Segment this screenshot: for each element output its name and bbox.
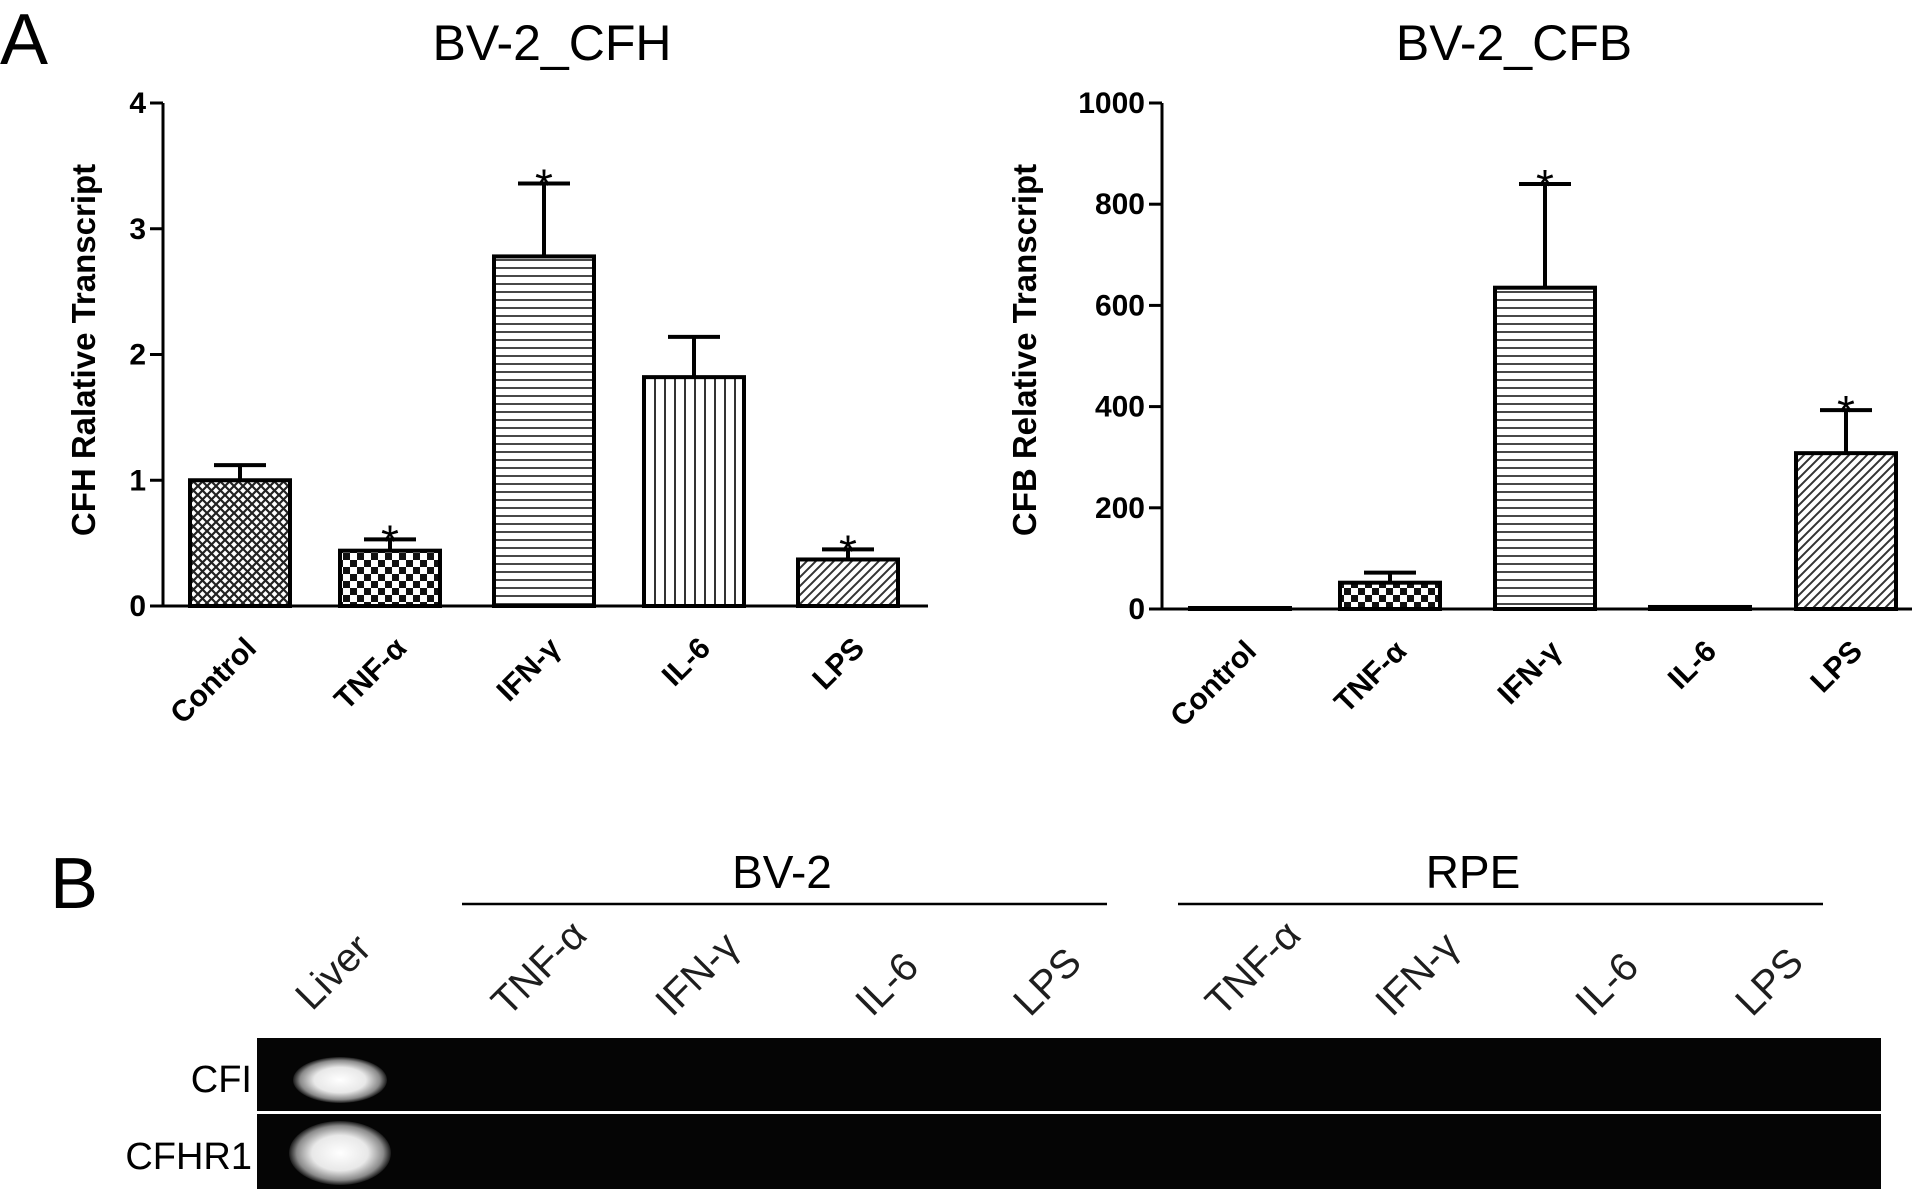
bar-0 bbox=[188, 478, 292, 608]
bar-4 bbox=[1794, 451, 1898, 612]
category-label: IFN-γ bbox=[1492, 634, 1569, 711]
lane-label-rpe-lps: LPS bbox=[1727, 940, 1812, 1025]
bar-1 bbox=[338, 548, 442, 608]
panel-b-letter: B bbox=[50, 844, 98, 924]
lane-label-rpe-tnf: TNF-α bbox=[1197, 912, 1309, 1024]
lane-label-liver: Liver bbox=[287, 926, 379, 1018]
band-cfi-liver bbox=[293, 1057, 387, 1103]
group-label-bv2: BV-2 bbox=[732, 846, 832, 898]
y-tick-label: 1 bbox=[129, 464, 146, 497]
gel-panel: BV-2 RPE Liver TNF-α IFN-γ IL-6 LPS TNF-… bbox=[125, 846, 1881, 1189]
y-tick-label: 800 bbox=[1095, 188, 1145, 221]
y-tick-label: 0 bbox=[129, 590, 146, 623]
row-label-cfi: CFI bbox=[191, 1059, 252, 1101]
bars: ** bbox=[1188, 160, 1898, 612]
bar-4 bbox=[796, 557, 900, 608]
lane-label-bv2-il6: IL-6 bbox=[847, 945, 927, 1025]
significance-star: * bbox=[839, 525, 857, 577]
y-tick-label: 1000 bbox=[1078, 87, 1145, 120]
chart-cfh: BV-2_CFH CFH Ralative Transcript 0 1 2 3 4 *… bbox=[65, 15, 928, 730]
significance-star: * bbox=[1536, 160, 1554, 212]
category-label: IL-6 bbox=[656, 632, 717, 693]
row-label-cfhr1: CFHR1 bbox=[125, 1136, 252, 1178]
group-label-rpe: RPE bbox=[1426, 846, 1521, 898]
lane-label-bv2-tnf: TNF-α bbox=[483, 912, 595, 1024]
y-tick-label: 600 bbox=[1095, 289, 1145, 322]
significance-star: * bbox=[1837, 386, 1855, 438]
category-labels: Control TNF-α IFN-γ IL-6 LPS bbox=[164, 631, 871, 730]
category-label: IL-6 bbox=[1662, 635, 1723, 696]
lane-label-bv2-lps: LPS bbox=[1005, 940, 1090, 1025]
y-tick-label: 4 bbox=[129, 87, 146, 120]
chart-title: BV-2_CFH bbox=[433, 15, 672, 71]
y-tick-label: 2 bbox=[129, 339, 146, 372]
category-label: TNF-α bbox=[1328, 634, 1413, 719]
category-label: IFN-γ bbox=[491, 631, 568, 708]
y-axis-ticks: 0 1 2 3 4 bbox=[129, 87, 163, 623]
bar-3 bbox=[642, 375, 746, 609]
category-label: Control bbox=[1164, 635, 1263, 734]
category-label: LPS bbox=[806, 632, 871, 697]
y-axis-label: CFB Relative Transcript bbox=[1006, 164, 1043, 536]
lane-label-rpe-il6: IL-6 bbox=[1567, 945, 1647, 1025]
category-labels: Control TNF-α IFN-γ IL-6 LPS bbox=[1164, 634, 1869, 733]
y-tick-label: 400 bbox=[1095, 391, 1145, 424]
significance-star: * bbox=[381, 515, 399, 567]
y-tick-label: 0 bbox=[1128, 593, 1145, 626]
category-label: LPS bbox=[1804, 635, 1869, 700]
lane-label-rpe-ifn: IFN-γ bbox=[1367, 924, 1467, 1024]
y-tick-label: 3 bbox=[129, 213, 146, 246]
category-label: TNF-α bbox=[328, 631, 413, 716]
lane-label-bv2-ifn: IFN-γ bbox=[647, 924, 747, 1024]
bar-1 bbox=[1338, 580, 1442, 611]
gel-row-cfhr1 bbox=[257, 1114, 1881, 1189]
y-axis-ticks: 0 200 400 600 800 1000 bbox=[1078, 87, 1162, 626]
gel-row-cfi bbox=[257, 1038, 1881, 1111]
bar-2 bbox=[1493, 285, 1597, 611]
bars: * * * bbox=[188, 159, 900, 609]
y-tick-label: 200 bbox=[1095, 492, 1145, 525]
band-cfhr1-liver bbox=[289, 1121, 391, 1185]
panel-a-letter: A bbox=[0, 0, 48, 80]
category-label: Control bbox=[164, 632, 263, 731]
y-axis-label: CFH Ralative Transcript bbox=[65, 164, 102, 536]
chart-title: BV-2_CFB bbox=[1396, 15, 1632, 71]
bar-2 bbox=[492, 254, 596, 608]
significance-star: * bbox=[535, 159, 553, 211]
chart-cfb: BV-2_CFB CFB Relative Transcript 0 200 400… bbox=[1006, 15, 1912, 733]
